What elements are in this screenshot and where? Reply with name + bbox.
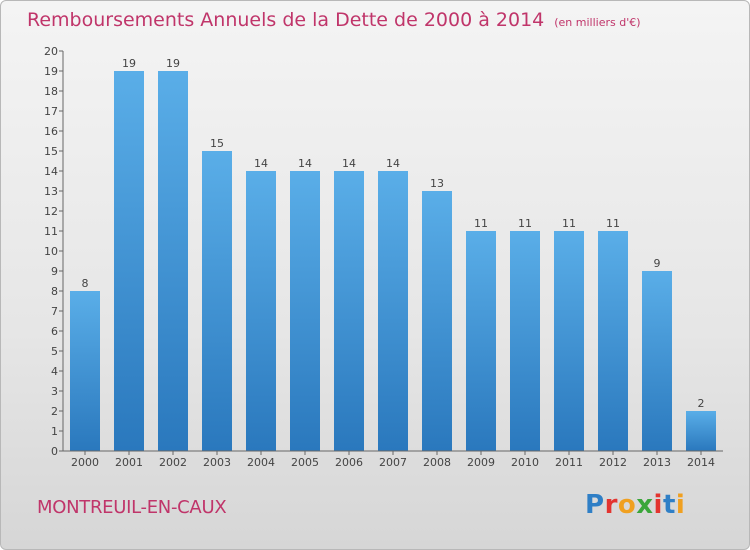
x-tick-label: 2012 — [599, 456, 627, 469]
x-tick-label: 2008 — [423, 456, 451, 469]
bar-value-label: 14 — [254, 157, 268, 170]
bar — [510, 231, 540, 451]
bar — [422, 191, 452, 451]
x-tick-label: 2007 — [379, 456, 407, 469]
y-tick-label: 1 — [51, 425, 58, 438]
y-tick-label: 18 — [44, 85, 58, 98]
y-tick-label: 0 — [51, 445, 58, 458]
bar-value-label: 14 — [342, 157, 356, 170]
x-tick-label: 2010 — [511, 456, 539, 469]
city-name: MONTREUIL-EN-CAUX — [37, 497, 227, 518]
x-tick-label: 2014 — [687, 456, 715, 469]
y-tick-label: 8 — [51, 285, 58, 298]
bar-value-label: 11 — [474, 217, 488, 230]
bar-value-label: 14 — [298, 157, 312, 170]
y-tick-label: 13 — [44, 185, 58, 198]
bar — [378, 171, 408, 451]
x-tick-label: 2004 — [247, 456, 275, 469]
bar — [158, 71, 188, 451]
x-tick-label: 2006 — [335, 456, 363, 469]
y-tick-label: 7 — [51, 305, 58, 318]
x-tick-label: 2011 — [555, 456, 583, 469]
bar — [642, 271, 672, 451]
title-text: Remboursements Annuels de la Dette de 20… — [27, 9, 545, 31]
y-tick-label: 15 — [44, 145, 58, 158]
chart-title: Remboursements Annuels de la Dette de 20… — [27, 9, 641, 31]
bar-value-label: 2 — [698, 397, 705, 410]
y-tick-label: 12 — [44, 205, 58, 218]
y-tick-label: 17 — [44, 105, 58, 118]
y-tick-label: 19 — [44, 65, 58, 78]
bar — [554, 231, 584, 451]
bar — [686, 411, 716, 451]
y-tick-label: 20 — [44, 45, 58, 58]
x-tick-label: 2002 — [159, 456, 187, 469]
x-tick-label: 2009 — [467, 456, 495, 469]
bar-value-label: 14 — [386, 157, 400, 170]
bar — [466, 231, 496, 451]
y-tick-label: 6 — [51, 325, 58, 338]
x-axis: 2000 2001 2002 2003 2004 2005 2006 2007 2008 2009… — [63, 450, 723, 469]
y-tick-label: 16 — [44, 125, 58, 138]
bar-value-label: 8 — [82, 277, 89, 290]
bar-value-label: 9 — [654, 257, 661, 270]
y-tick-label: 3 — [51, 385, 58, 398]
bar — [598, 231, 628, 451]
y-tick-label: 11 — [44, 225, 58, 238]
proxiti-logo: Proxiti — [585, 490, 686, 520]
bar-value-label: 11 — [518, 217, 532, 230]
y-tick-label: 2 — [51, 405, 58, 418]
y-tick-label: 10 — [44, 245, 58, 258]
unit-note: (en milliers d'€) — [554, 16, 641, 29]
bar-value-label: 13 — [430, 177, 444, 190]
x-tick-label: 2003 — [203, 456, 231, 469]
y-tick-label: 14 — [44, 165, 58, 178]
bar-value-label: 11 — [562, 217, 576, 230]
bar-value-label: 19 — [122, 57, 136, 70]
bar — [246, 171, 276, 451]
bar — [70, 291, 100, 451]
y-tick-label: 5 — [51, 345, 58, 358]
x-tick-label: 2001 — [115, 456, 143, 469]
bar-value-label: 19 — [166, 57, 180, 70]
bar-value-label: 15 — [210, 137, 224, 150]
x-tick-label: 2000 — [71, 456, 99, 469]
x-tick-label: 2005 — [291, 456, 319, 469]
y-tick-label: 9 — [51, 265, 58, 278]
bar — [290, 171, 320, 451]
bar — [114, 71, 144, 451]
bar — [202, 151, 232, 451]
bars: 8 19 19 15 14 14 14 14 13 11 11 11 11 9 2 — [70, 57, 716, 451]
bar — [334, 171, 364, 451]
x-tick-label: 2013 — [643, 456, 671, 469]
bar-value-label: 11 — [606, 217, 620, 230]
y-tick-label: 4 — [51, 365, 58, 378]
